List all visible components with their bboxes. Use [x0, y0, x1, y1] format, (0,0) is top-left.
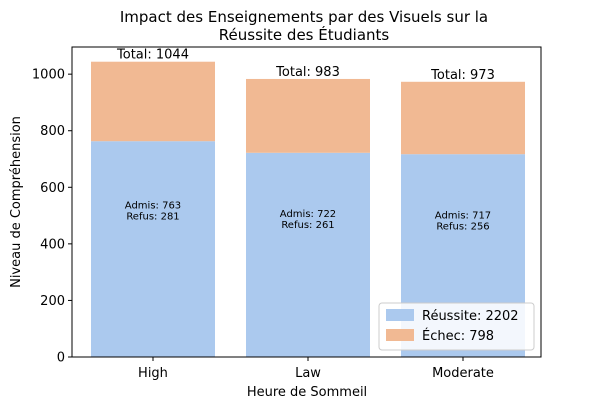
y-tick-label: 1000	[32, 68, 65, 83]
x-axis-label: Heure de Sommeil	[247, 385, 367, 400]
legend-label-reussite: Réussite: 2202	[422, 309, 519, 324]
admis-label: Admis: 763	[125, 200, 181, 211]
chart-title-line-1: Impact des Enseignements par des Visuels…	[120, 8, 488, 26]
y-tick-label: 0	[57, 351, 65, 366]
admis-label: Admis: 722	[280, 209, 336, 220]
legend-swatch-reussite	[386, 309, 414, 321]
plot-frame	[71, 46, 542, 358]
x-tick-label: Law	[295, 366, 321, 381]
y-axis: 0 200 400 600 800 1000	[32, 68, 72, 366]
y-axis-label: Niveau de Compréhension	[9, 116, 24, 288]
bar-reussite-high	[91, 141, 215, 357]
x-tick-label: High	[138, 366, 168, 381]
y-tick-label: 400	[40, 237, 65, 252]
y-tick-label: 200	[40, 294, 65, 309]
y-tick-label: 600	[40, 181, 65, 196]
bar-reussite-law	[246, 152, 370, 357]
y-tick-label: 800	[40, 124, 65, 139]
chart-title-line-2: Réussite des Étudiants	[219, 25, 390, 44]
legend-label-echec: Échec: 798	[422, 328, 494, 344]
legend-box	[378, 302, 535, 351]
admis-label: Admis: 717	[435, 210, 491, 221]
bar-echec-moderate	[401, 81, 525, 155]
legend: Réussite: 2202 Échec: 798	[378, 302, 535, 351]
refus-label: Refus: 256	[436, 221, 489, 232]
total-label: Total: 1044	[116, 48, 189, 63]
refus-label: Refus: 261	[281, 220, 334, 231]
bar-echec-high	[91, 61, 215, 142]
legend-swatch-echec	[386, 329, 414, 341]
bar-echec-law	[246, 78, 370, 153]
x-axis: High Law Moderate	[138, 357, 494, 381]
total-label: Total: 983	[275, 65, 340, 80]
total-label: Total: 973	[430, 68, 495, 83]
x-tick-label: Moderate	[432, 366, 494, 381]
refus-label: Refus: 281	[126, 211, 179, 222]
